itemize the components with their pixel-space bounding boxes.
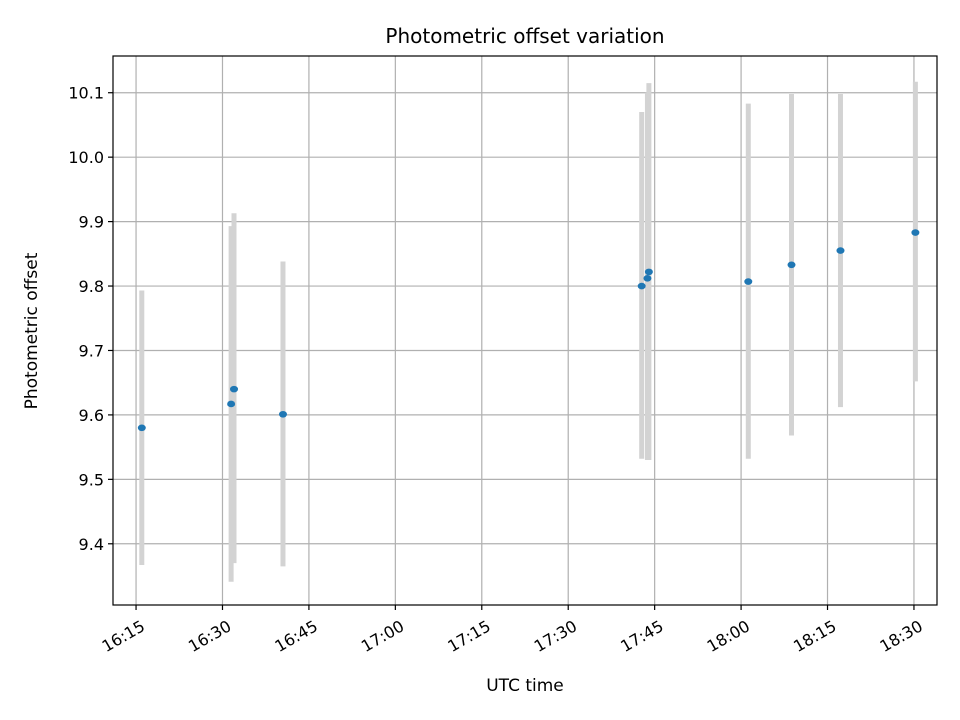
y-tick-label: 9.7 (79, 341, 104, 360)
y-tick-label: 9.9 (79, 213, 104, 232)
y-tick-label: 10.0 (68, 148, 104, 167)
y-tick-label: 9.8 (79, 277, 104, 296)
plot-frame (112, 55, 938, 606)
data-point (836, 247, 845, 254)
y-axis-title: Photometric offset (22, 252, 42, 409)
data-point (637, 282, 646, 290)
data-point (644, 268, 653, 276)
data-point (643, 275, 652, 282)
data-point (787, 261, 796, 269)
y-tick-label: 9.5 (79, 470, 104, 489)
y-tick-label: 10.1 (68, 84, 104, 103)
data-point (278, 410, 287, 418)
data-point (911, 229, 920, 236)
data-point (230, 385, 239, 393)
data-point (744, 278, 753, 285)
chart-title: Photometric offset variation (385, 24, 664, 48)
y-tick-label: 9.6 (79, 406, 104, 425)
y-axis: 9.4 9.5 9.6 9.7 9.8 9.9 10.0 10.1 (68, 84, 113, 554)
data-points (137, 229, 920, 432)
y-tick-label: 9.4 (79, 535, 104, 554)
data-point (227, 400, 236, 408)
data-point (137, 424, 146, 432)
x-axis-title: UTC time (486, 676, 564, 696)
